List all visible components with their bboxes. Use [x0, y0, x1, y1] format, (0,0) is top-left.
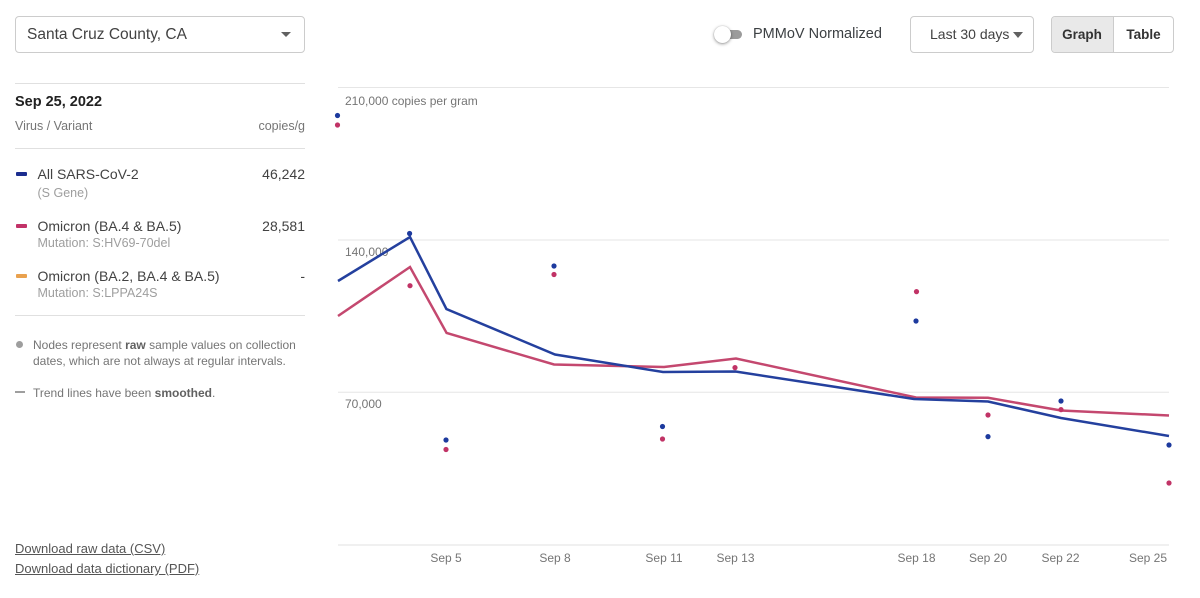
svg-text:140,000: 140,000 — [345, 245, 389, 259]
svg-text:70,000: 70,000 — [345, 397, 382, 411]
svg-text:210,000 copies per gram: 210,000 copies per gram — [345, 94, 478, 108]
svg-text:Sep 20: Sep 20 — [969, 551, 1007, 565]
svg-text:Sep 25: Sep 25 — [1129, 551, 1167, 565]
svg-text:Sep 18: Sep 18 — [897, 551, 935, 565]
svg-text:Sep 8: Sep 8 — [539, 551, 571, 565]
svg-text:Sep 22: Sep 22 — [1041, 551, 1079, 565]
svg-text:Sep 13: Sep 13 — [716, 551, 754, 565]
svg-text:Sep 11: Sep 11 — [645, 551, 682, 565]
svg-text:Sep 5: Sep 5 — [430, 551, 462, 565]
